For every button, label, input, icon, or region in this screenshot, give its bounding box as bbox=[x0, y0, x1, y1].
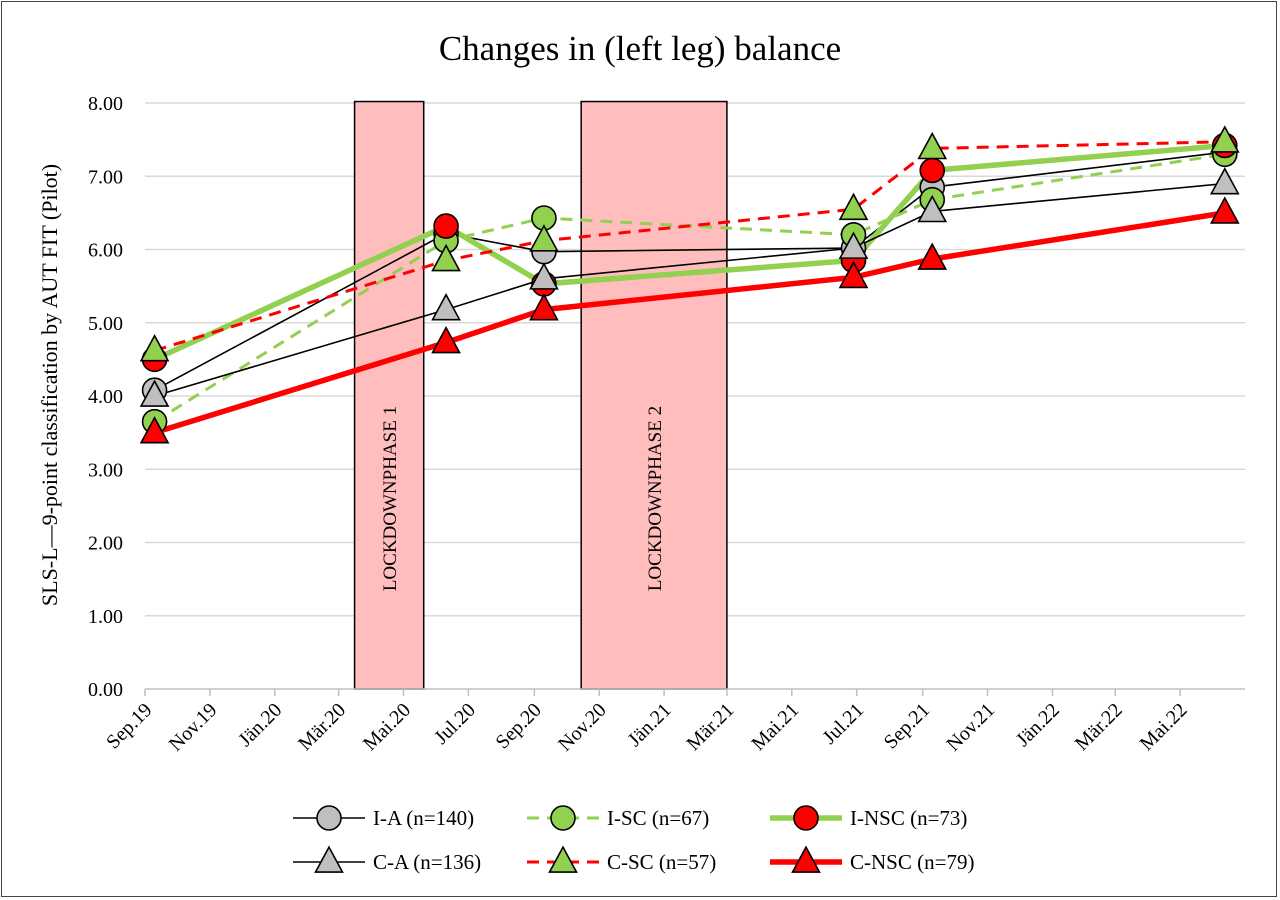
lockdown-phase-1-region bbox=[353, 100, 425, 690]
legend-marker bbox=[548, 845, 578, 873]
series-line-c-a bbox=[154, 182, 1225, 397]
lockdown-regions: LOCKDOWNPHASE 1 LOCKDOWNPHASE 2 bbox=[353, 100, 728, 690]
legend-marker bbox=[791, 845, 821, 873]
y-tick-label: 6.00 bbox=[88, 240, 123, 262]
legend-label: I-NSC (n=73) bbox=[850, 806, 967, 830]
series-markers bbox=[139, 125, 1240, 444]
x-tick-label: Sep.20 bbox=[491, 699, 545, 753]
y-tick-label: 5.00 bbox=[88, 313, 123, 335]
y-tick-label: 1.00 bbox=[88, 606, 123, 628]
x-tick-label: Nov.21 bbox=[942, 699, 999, 756]
x-tick-label: Mär.20 bbox=[294, 699, 350, 755]
data-point-c-nsc bbox=[431, 325, 461, 354]
x-tick-label: Jän.20 bbox=[234, 699, 286, 751]
lockdown-phase-1-label: LOCKDOWNPHASE 1 bbox=[380, 406, 401, 591]
lockdown-phase-2-label: LOCKDOWNPHASE 2 bbox=[645, 406, 666, 591]
series-line-c-nsc bbox=[153, 210, 1226, 436]
data-point-c-sc bbox=[529, 224, 559, 252]
series-line-i-nsc bbox=[153, 142, 1226, 362]
x-tick-label: Mär.21 bbox=[682, 699, 738, 755]
x-tick-label: Mär.22 bbox=[1071, 699, 1127, 755]
legend-marker bbox=[550, 805, 576, 831]
data-point-i-nsc bbox=[433, 213, 459, 239]
y-axis-label: SLS-L—9-point classification by AUT FIT … bbox=[37, 164, 62, 606]
data-point-c-sc bbox=[139, 334, 170, 362]
x-tick-label: Mai.21 bbox=[747, 699, 803, 755]
data-point-c-a bbox=[139, 379, 170, 407]
legend-label: C-SC (n=57) bbox=[607, 850, 716, 874]
x-tick-label: Nov.20 bbox=[554, 699, 611, 756]
data-point-c-a bbox=[838, 231, 869, 259]
x-tick-label: Jän.22 bbox=[1012, 699, 1064, 751]
data-point-c-a bbox=[917, 194, 948, 223]
x-tick-label: Nov.19 bbox=[165, 699, 222, 756]
y-tick-label: 8.00 bbox=[88, 93, 123, 115]
y-tick-label: 0.00 bbox=[88, 679, 123, 701]
series-line-i-sc bbox=[153, 152, 1226, 423]
y-tick-label: 3.00 bbox=[88, 459, 123, 481]
data-point-i-nsc bbox=[919, 157, 946, 184]
x-tick-label: Sep.21 bbox=[880, 699, 934, 753]
data-point-c-nsc bbox=[917, 242, 948, 270]
data-point-c-nsc bbox=[1209, 196, 1240, 224]
lockdown-phase-2-region bbox=[580, 100, 728, 690]
series-lines bbox=[153, 140, 1226, 436]
data-point-c-a bbox=[431, 293, 461, 321]
legend-label: I-SC (n=67) bbox=[607, 806, 709, 830]
legend-label: C-NSC (n=79) bbox=[850, 850, 974, 874]
data-point-c-a bbox=[1209, 167, 1240, 195]
legend-marker bbox=[316, 805, 342, 831]
data-point-c-sc bbox=[917, 131, 948, 160]
data-point-c-sc bbox=[431, 243, 461, 272]
x-tick-label: Mai.22 bbox=[1136, 699, 1192, 755]
legend-label: C-A (n=136) bbox=[373, 850, 481, 874]
y-tick-label: 4.00 bbox=[88, 386, 123, 408]
data-point-c-nsc bbox=[838, 260, 869, 289]
y-tick-label: 7.00 bbox=[88, 166, 123, 188]
data-point-c-nsc bbox=[139, 416, 170, 444]
legend: I-A (n=140) I-SC (n=67) I-NSC (n=73) C-A (n… bbox=[293, 805, 974, 874]
legend-marker bbox=[314, 845, 344, 873]
series-line-i-a bbox=[154, 151, 1225, 391]
x-tick-label: Sep.19 bbox=[102, 699, 156, 753]
series-line-c-sc bbox=[154, 140, 1225, 353]
x-tick-label: Jul.21 bbox=[818, 699, 868, 749]
chart-title: Changes in (left leg) balance bbox=[439, 29, 841, 68]
x-tick-label: Mai.20 bbox=[359, 699, 415, 755]
data-point-c-a bbox=[529, 262, 559, 290]
x-tick-label: Jul.20 bbox=[430, 699, 480, 749]
legend-label: I-A (n=140) bbox=[373, 806, 474, 830]
legend-marker bbox=[793, 805, 819, 831]
data-point-c-sc bbox=[1209, 125, 1240, 153]
x-tick-label: Jän.21 bbox=[624, 699, 676, 751]
y-tick-label: 2.00 bbox=[88, 533, 123, 555]
data-point-c-sc bbox=[838, 192, 869, 221]
data-point-c-nsc bbox=[529, 293, 559, 321]
